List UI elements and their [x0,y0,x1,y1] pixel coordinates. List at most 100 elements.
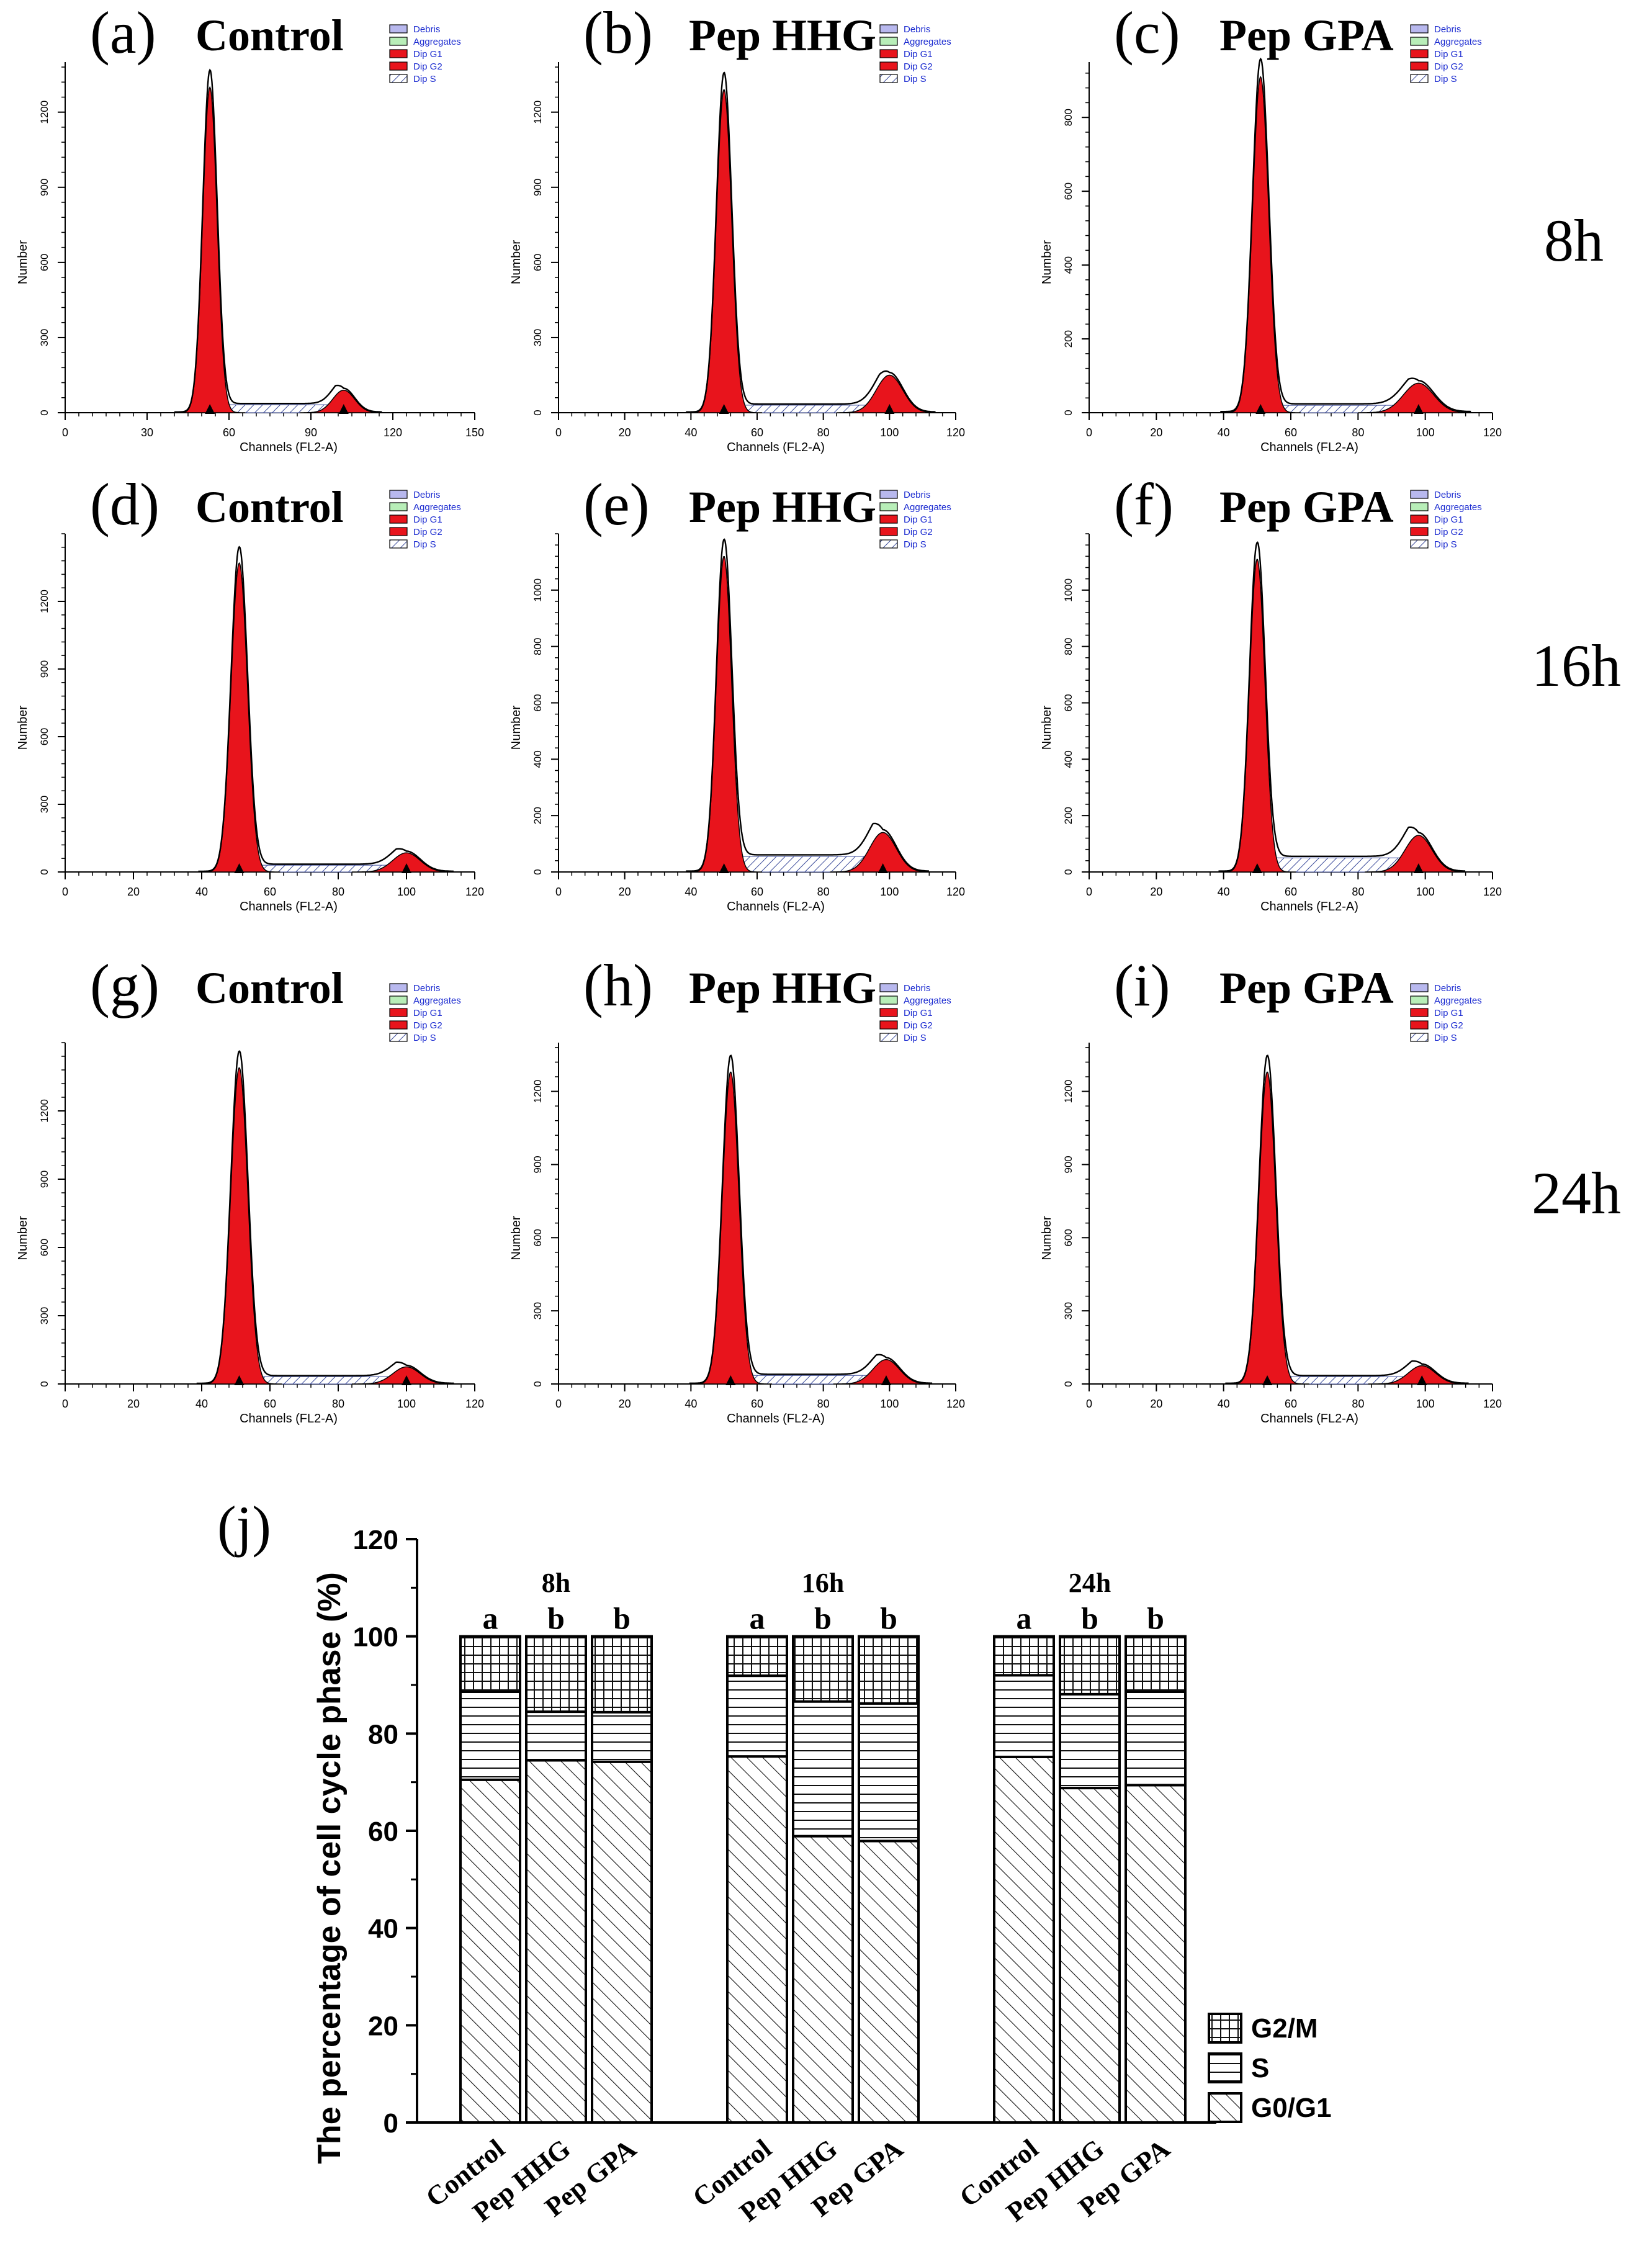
legend-item: Debris [904,983,930,994]
bar-segment-g0-g1 [858,1840,920,2124]
bar-segment-g0-g1 [459,1778,521,2124]
g1-peak [689,1071,772,1385]
legend-swatch [1410,995,1429,1005]
legend-item: Dip G2 [904,1020,933,1031]
x-tick-label: 40 [195,886,208,898]
x-tick-label: 0 [62,426,68,439]
panel-label: (i) [1114,952,1170,1018]
bar-segment-g2-m [525,1635,587,1714]
y-tick-label: 600 [532,694,544,711]
y-tick-label: 400 [1062,750,1074,768]
legend-item: Debris [904,490,930,500]
legend-swatch [389,539,408,549]
s-phase-area [238,865,408,873]
legend-swatch [1410,61,1429,71]
legend-swatch [1410,49,1429,58]
panel-label: (d) [90,471,159,537]
legend-item: Aggregates [904,37,951,47]
x-tick-label: 0 [555,426,562,439]
x-tick-label: 20 [1150,886,1162,898]
x-tick-label: 80 [1352,1398,1364,1410]
bar-segment-g0-g1 [792,1835,854,2124]
x-tick-label: 150 [465,426,484,439]
legend-swatch-g0-g1 [1208,2092,1242,2123]
y-tick-label: 600 [1062,182,1074,200]
x-tick-label: 40 [1218,426,1230,439]
panel-label: (e) [583,471,650,537]
y-tick-label: 300 [38,1307,50,1324]
legend-swatch [1410,74,1429,83]
g2-marker [1417,1375,1427,1385]
g1-marker [234,1375,245,1385]
y-axis-label: Number [1040,1216,1054,1260]
bar-segment-g2-m [726,1635,788,1678]
y-tick-label: 900 [532,179,544,196]
s-phase-area [724,405,891,413]
x-tick-label: 20 [619,886,631,898]
legend-swatch [879,995,898,1005]
legend-swatch [879,74,898,83]
x-axis-label: Channels (FL2-A) [240,900,338,914]
y-tick-label: 0 [1062,410,1074,415]
legend-item: Dip G1 [413,49,442,60]
s-phase-area [729,1375,887,1385]
legend-item: Dip S [904,74,927,84]
y-tick-label: 200 [1062,807,1074,824]
x-tick-label: 0 [1086,886,1092,898]
x-tick-label: 60 [1285,426,1297,439]
legend-swatch [1410,1008,1429,1017]
legend-swatch [389,61,408,71]
panel-title: Control [195,11,344,60]
g1-peak [686,89,762,413]
x-tick-label: 40 [685,1398,697,1410]
legend-item: Debris [1434,24,1461,35]
legend-item: Debris [1434,983,1461,994]
group-label-24h: 24h [1069,1568,1111,1598]
legend-swatch [389,983,408,992]
g1-peak [198,562,281,873]
y-axis-label: Number [510,706,523,750]
y-tick-label: 300 [532,1302,544,1319]
y-tick-label: 600 [38,728,50,745]
legend-label: G2/M [1251,2013,1318,2044]
legend-swatch [389,49,408,58]
g2-peak [830,832,936,873]
significance-letter: b [613,1601,631,1636]
legend-item: Dip G2 [904,527,933,537]
legend-swatch [389,514,408,524]
legend-item: Dip S [1434,1033,1457,1043]
bar-segment-g0-g1 [1125,1784,1187,2124]
bar-segment-s [591,1710,653,1763]
legend-swatch [389,502,408,511]
legend-item: Dip S [413,1033,436,1043]
timepoint-label-16h: 16h [1532,632,1621,699]
x-tick-label: 0 [555,1398,562,1410]
y-tick-label: 600 [1062,1229,1074,1246]
legend-label: G0/G1 [1251,2093,1332,2123]
panel-title: Pep HHG [689,963,876,1013]
legend-swatch [879,539,898,549]
y-tick-label: 900 [1062,1156,1074,1173]
legend-swatch [1410,539,1429,549]
significance-letter: b [1081,1601,1098,1636]
g1-marker [1262,1375,1273,1385]
bar-segment-s [858,1702,920,1843]
panel-label: (a) [90,0,156,66]
bar-segment-g0-g1 [525,1759,587,2124]
y-tick-label: 900 [38,179,50,196]
x-tick-label: 120 [946,1398,965,1410]
group-label-16h: 16h [802,1568,844,1598]
legend-item: Debris [1434,490,1461,500]
x-tick-label: 30 [141,426,153,439]
y-tick-label: 900 [38,1170,50,1188]
panel-label: (b) [583,0,653,66]
legend-swatch [1410,527,1429,536]
legend-item: Dip G1 [413,1008,442,1018]
x-tick-label: 60 [264,886,276,898]
legend-swatch [879,37,898,46]
legend-swatch [389,37,408,46]
g1-marker [725,1375,736,1385]
